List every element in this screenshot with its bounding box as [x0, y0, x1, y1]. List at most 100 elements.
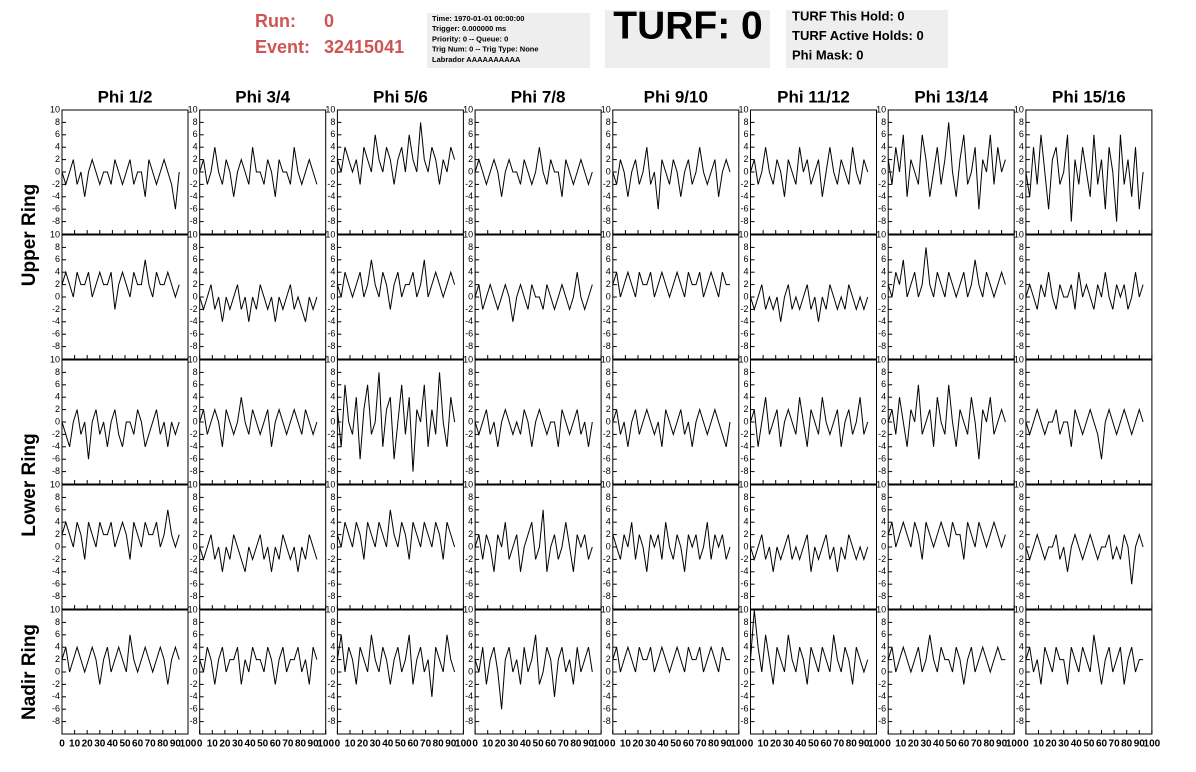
- turf-box: [605, 10, 770, 68]
- waveform: [199, 397, 318, 447]
- y-tick-label: -2: [1016, 179, 1024, 189]
- y-tick-label: 8: [193, 117, 198, 127]
- y-tick-label: -2: [1016, 554, 1024, 564]
- y-tick-label: 0: [55, 416, 60, 426]
- y-tick-label: 6: [881, 504, 886, 514]
- x-tick-label: 60: [407, 739, 419, 750]
- panel-frame: [612, 234, 740, 360]
- y-tick-label: -6: [1016, 704, 1024, 714]
- x-tick-label: 60: [270, 739, 282, 750]
- y-tick-label: -8: [603, 716, 611, 726]
- y-tick-label: -6: [465, 579, 473, 589]
- y-tick-label: -2: [327, 304, 335, 314]
- y-tick-label: 8: [330, 617, 335, 627]
- x-tick-label: 100: [180, 739, 197, 750]
- x-tick-label: 30: [783, 739, 795, 750]
- y-tick-label: 0: [468, 541, 473, 551]
- y-tick-label: 6: [743, 129, 748, 139]
- y-tick-label: 8: [881, 492, 886, 502]
- x-tick-label: 90: [308, 739, 320, 750]
- y-tick-label: 8: [606, 492, 611, 502]
- y-tick-label: 4: [743, 142, 748, 152]
- panel-frame: [1025, 484, 1153, 610]
- y-tick-label: 2: [330, 404, 335, 414]
- y-tick-label: -4: [1016, 191, 1024, 201]
- y-tick-label: 10: [1014, 604, 1024, 614]
- y-tick-label: -8: [52, 716, 60, 726]
- y-tick-label: 8: [330, 492, 335, 502]
- y-tick-label: 2: [193, 529, 198, 539]
- y-tick-label: 0: [606, 666, 611, 676]
- y-tick-label: 0: [606, 166, 611, 176]
- waveform: [1025, 407, 1144, 460]
- panel-frame: [750, 609, 877, 735]
- y-tick-label: 4: [55, 517, 60, 527]
- y-tick-label: -4: [327, 441, 335, 451]
- y-tick-label: 10: [738, 604, 748, 614]
- y-tick-label: -2: [603, 179, 611, 189]
- y-tick-label: 4: [55, 642, 60, 652]
- panel-frame: [61, 359, 189, 485]
- y-tick-label: 0: [881, 416, 886, 426]
- y-tick-label: 0: [881, 541, 886, 551]
- y-tick-label: 2: [55, 654, 60, 664]
- y-tick-label: -4: [465, 441, 473, 451]
- waveform: [887, 247, 1006, 299]
- y-tick-label: -4: [52, 441, 60, 451]
- waveform: [612, 147, 731, 210]
- x-tick-label: 10: [482, 739, 494, 750]
- y-tick-label: 2: [606, 529, 611, 539]
- x-tick-label: 70: [282, 739, 294, 750]
- y-tick-label: 10: [463, 104, 473, 114]
- y-tick-label: 4: [881, 142, 886, 152]
- y-tick-label: -6: [740, 579, 748, 589]
- y-tick-label: -8: [52, 216, 60, 226]
- x-tick-label: 100: [1006, 739, 1023, 750]
- y-tick-label: 4: [330, 267, 335, 277]
- y-tick-label: -8: [190, 216, 198, 226]
- y-tick-label: 2: [330, 279, 335, 289]
- y-tick-label: 8: [468, 617, 473, 627]
- y-tick-label: 8: [55, 617, 60, 627]
- y-tick-label: -8: [190, 716, 198, 726]
- x-tick-label: 10: [69, 739, 81, 750]
- waveform: [61, 259, 180, 310]
- y-tick-label: -2: [465, 179, 473, 189]
- info-box: [427, 13, 590, 68]
- x-tick-label: 0: [885, 739, 891, 750]
- x-tick-label: 30: [1058, 739, 1070, 750]
- y-tick-label: 2: [743, 154, 748, 164]
- y-tick-label: -8: [878, 216, 886, 226]
- y-tick-label: -8: [465, 341, 473, 351]
- waveform: [887, 122, 1006, 210]
- y-tick-label: -6: [190, 329, 198, 339]
- y-tick-label: 8: [881, 367, 886, 377]
- run: 0: [324, 11, 334, 31]
- x-tick-label: 0: [197, 739, 203, 750]
- waveform: [336, 122, 456, 185]
- y-tick-label: -8: [740, 216, 748, 226]
- y-tick-label: -4: [1016, 316, 1024, 326]
- waveform: [61, 634, 180, 685]
- y-tick-label: -6: [327, 704, 335, 714]
- column-title: Phi 7/8: [511, 87, 566, 106]
- info-line: Trig Num: 0 -- Trig Type: None: [432, 45, 539, 54]
- y-tick-label: 8: [1019, 242, 1024, 252]
- y-tick-label: -8: [190, 466, 198, 476]
- y-tick-label: 2: [1019, 154, 1024, 164]
- y-tick-label: -2: [327, 554, 335, 564]
- waveform: [1025, 532, 1144, 585]
- y-tick-label: 6: [468, 254, 473, 264]
- x-tick-label: 90: [996, 739, 1008, 750]
- y-tick-label: 0: [55, 666, 60, 676]
- row-label: Nadir Ring: [19, 624, 40, 720]
- y-tick-label: 6: [193, 129, 198, 139]
- y-tick-label: 2: [1019, 654, 1024, 664]
- y-tick-label: -4: [190, 566, 198, 576]
- y-tick-label: -6: [740, 704, 748, 714]
- y-tick-label: 2: [193, 404, 198, 414]
- event-label: Event:: [255, 37, 310, 57]
- waveform: [750, 609, 869, 685]
- y-tick-label: -8: [52, 466, 60, 476]
- y-tick-label: 0: [606, 416, 611, 426]
